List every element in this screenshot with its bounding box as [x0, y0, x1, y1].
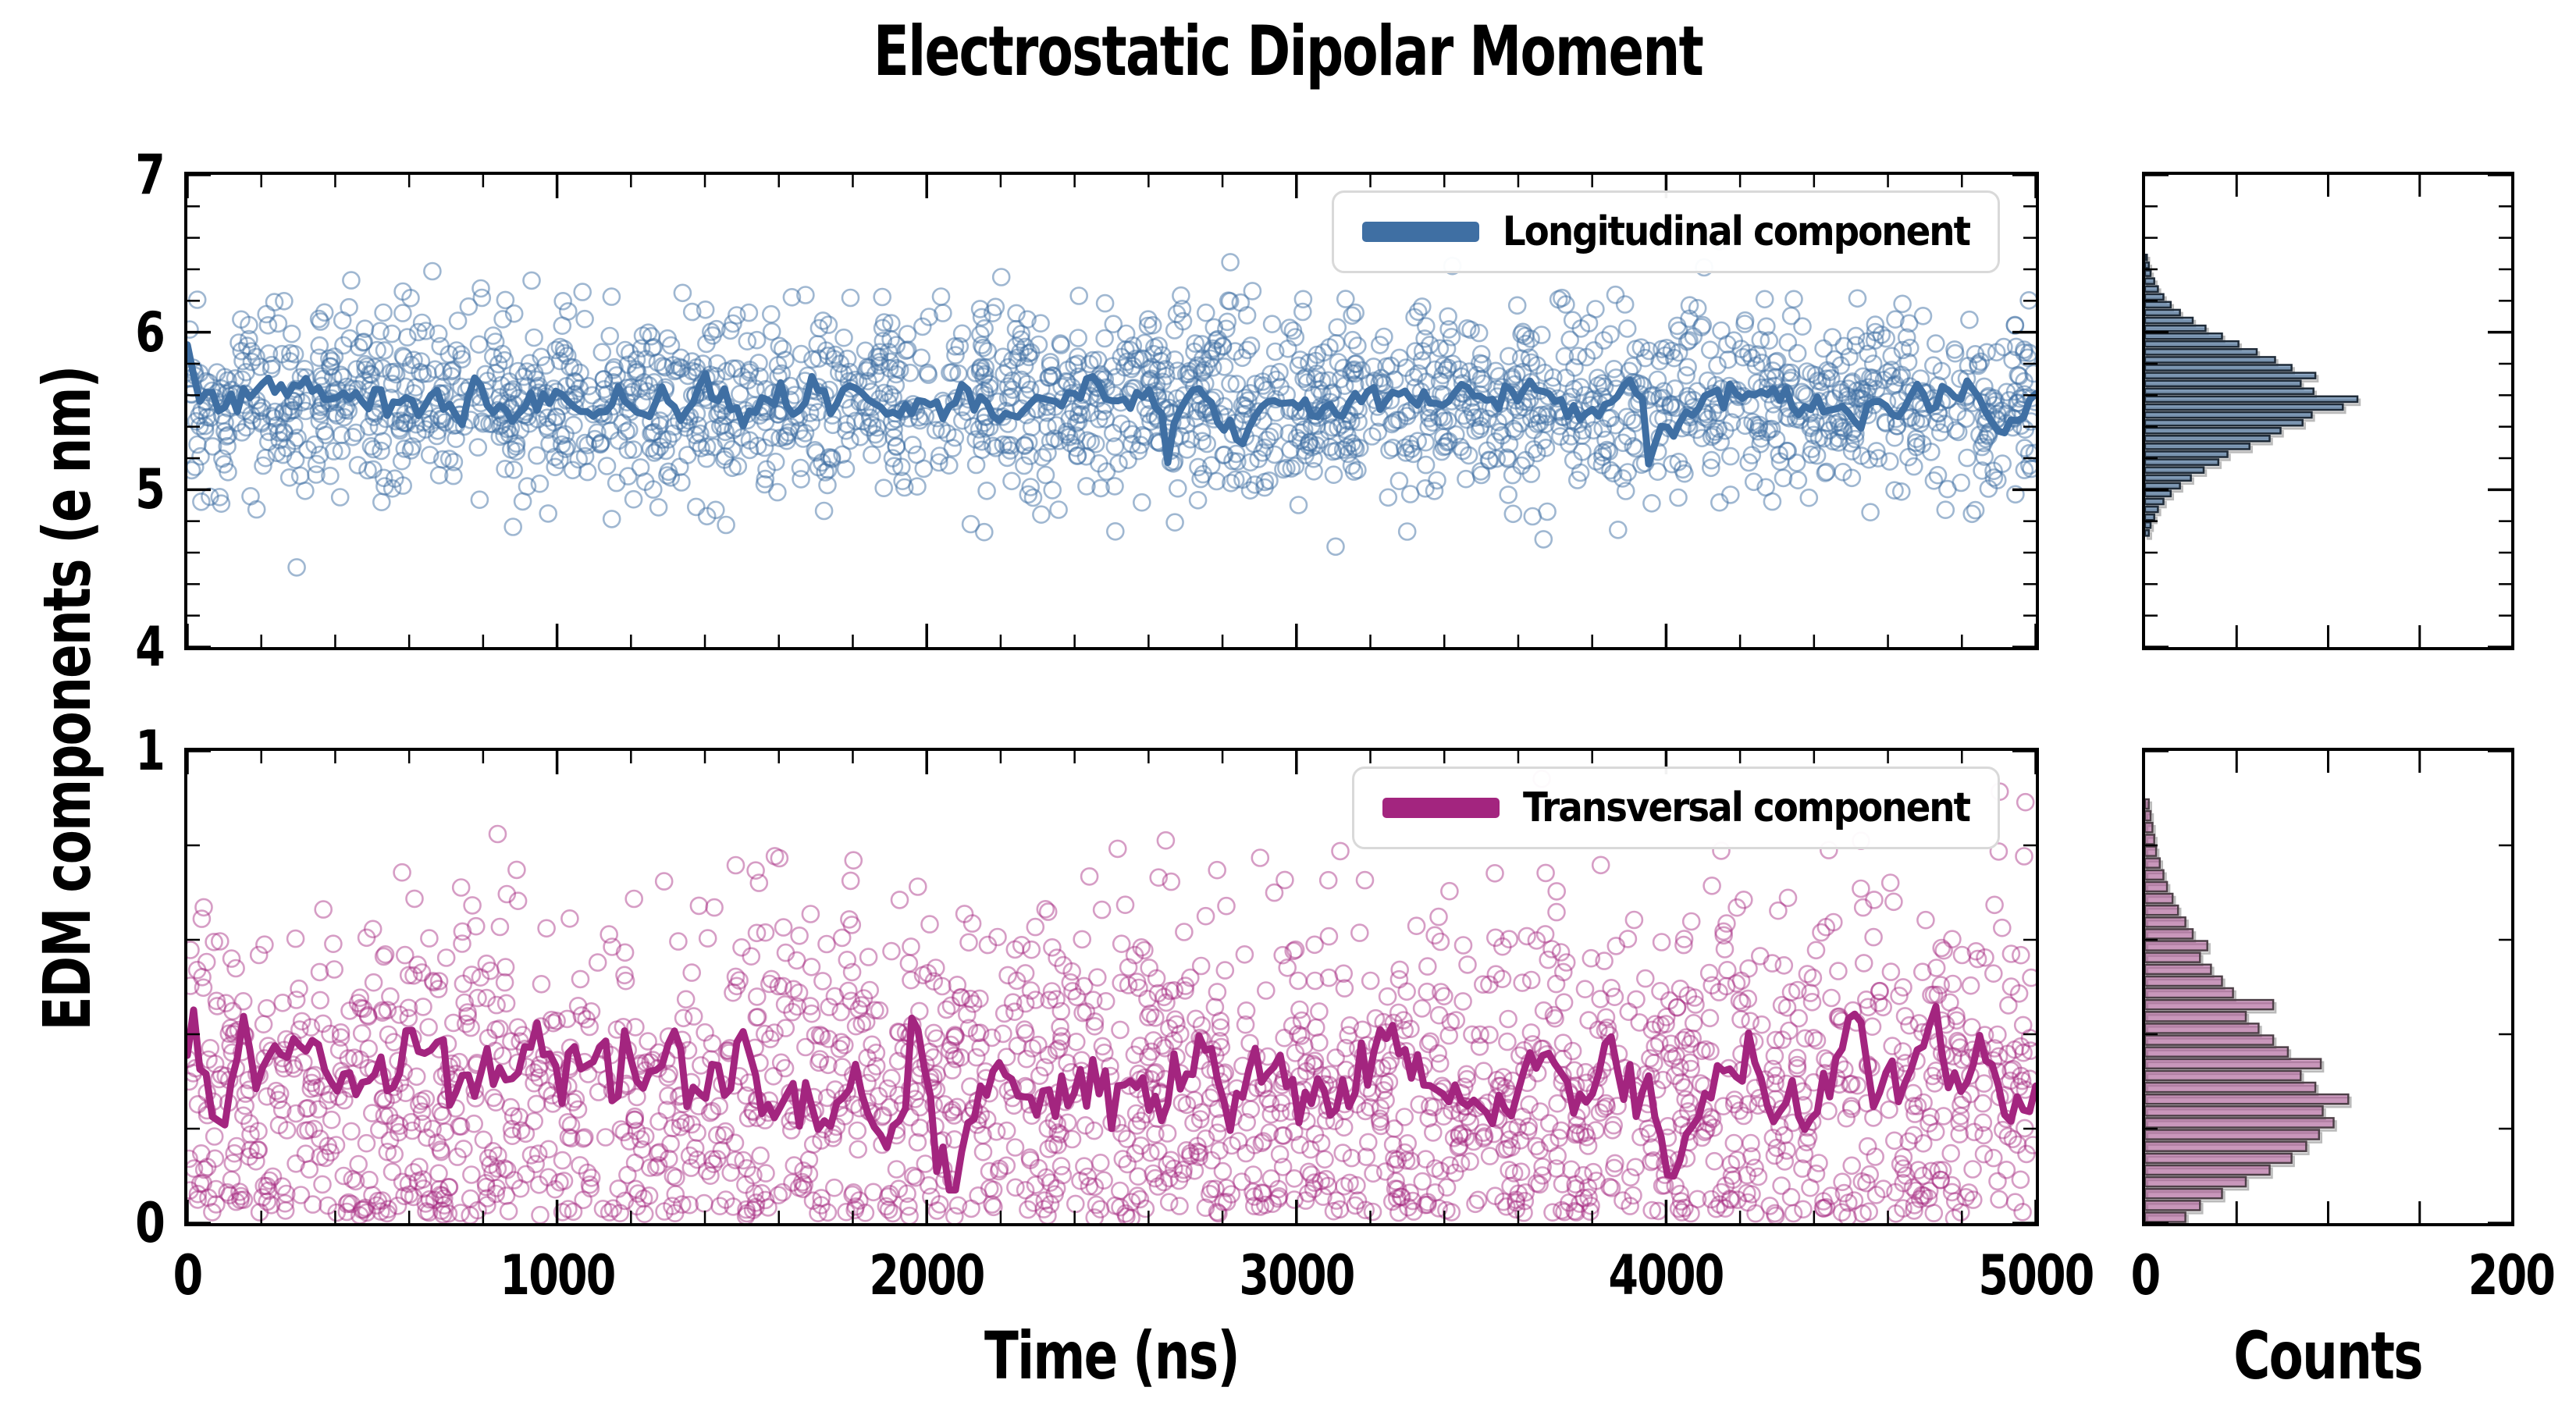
legend-longitudinal: Longitudinal component [1331, 190, 2000, 273]
x-tick-label: 3000 [1239, 1243, 1355, 1307]
y-tick-label: 6 [135, 300, 165, 365]
longitudinal-histogram-plot [2145, 175, 2511, 647]
figure-title: Electrostatic Dipolar Moment [873, 11, 1704, 91]
transversal-histogram-bars [2145, 798, 2350, 1223]
legend-swatch-longitudinal-line [1361, 222, 1479, 242]
y-tick-label: 5 [135, 457, 165, 522]
counts-tick-label: 0 [2130, 1243, 2161, 1307]
x-axis-label-time: Time (ns) [984, 1318, 1240, 1394]
y-tick-label: 4 [135, 615, 165, 679]
longitudinal-timeseries-plot [187, 175, 2036, 647]
top-histogram-panel [2142, 172, 2514, 650]
legend-label-transversal: Transversal component [1522, 784, 1971, 831]
y-tick-label: 7 [135, 143, 165, 207]
y-tick-label: 0 [135, 1191, 165, 1255]
x-tick-label: 2000 [869, 1243, 986, 1307]
legend-label-longitudinal: Longitudinal component [1502, 208, 1971, 255]
transversal-timeseries-mean-line [187, 1002, 2036, 1194]
x-axis-label-counts: Counts [2233, 1318, 2423, 1394]
x-tick-label: 1000 [499, 1243, 616, 1307]
counts-tick-label: 200 [2467, 1243, 2556, 1307]
bottom-histogram-panel [2142, 748, 2514, 1226]
x-tick-label: 0 [173, 1243, 204, 1307]
legend-swatch-transversal-line [1382, 798, 1500, 818]
longitudinal-timeseries-mean-line [187, 341, 2036, 468]
transversal-histogram-ticks [2145, 751, 2511, 1223]
legend-transversal: Transversal component [1351, 767, 2000, 849]
longitudinal-histogram-bars [2145, 254, 2359, 537]
x-tick-label: 4000 [1608, 1243, 1725, 1307]
longitudinal-histogram-ticks [2145, 175, 2511, 647]
transversal-timeseries-scatter [187, 769, 2036, 1223]
transversal-timeseries-plot [187, 751, 2036, 1223]
y-tick-label: 1 [135, 719, 165, 783]
longitudinal-timeseries-ticks [187, 175, 2036, 647]
x-tick-label: 5000 [1978, 1243, 2094, 1307]
y-axis-label: EDM components (e nm) [29, 366, 105, 1031]
transversal-timeseries-ticks [187, 751, 2036, 1223]
transversal-histogram-plot [2145, 751, 2511, 1223]
